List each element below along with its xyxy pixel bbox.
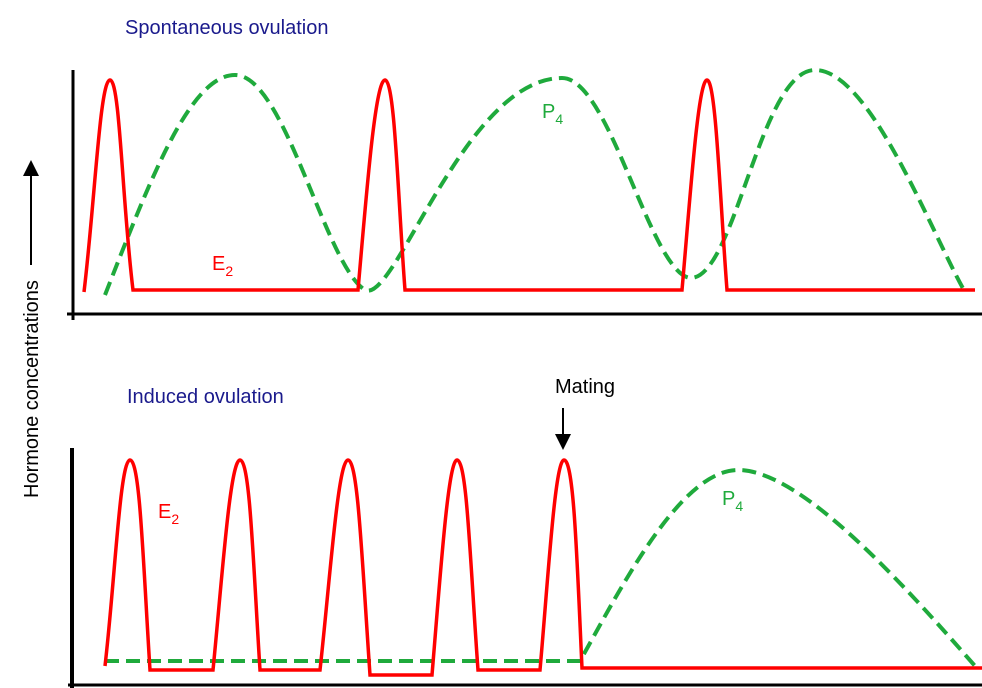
estradiol-curve-spontaneous [82,78,975,293]
mating-label: Mating [555,376,615,398]
p4-label-spontaneous: P4 [542,101,563,127]
panel-title-induced: Induced ovulation [127,386,284,408]
y-axis-label: Hormone concentrations [21,280,43,498]
panel-title-spontaneous: Spontaneous ovulation [125,17,329,39]
p4-label-induced: P4 [722,488,743,514]
e2-label-induced: E2 [158,501,179,527]
panel-induced: Induced ovulation E2 P4 Mating [68,376,982,688]
progesterone-curve-spontaneous [103,67,967,296]
svg-text:E2: E2 [212,253,233,279]
y-axis-label-group: Hormone concentrations [21,160,43,498]
panel-spontaneous: Spontaneous ovulation E2 P4 [67,17,982,320]
svg-text:P4: P4 [722,488,743,514]
svg-text:P4: P4 [542,101,563,127]
progesterone-curve-induced [105,467,977,668]
estradiol-curve-induced [103,458,982,677]
svg-text:E2: E2 [158,501,179,527]
e2-label-spontaneous: E2 [212,253,233,279]
